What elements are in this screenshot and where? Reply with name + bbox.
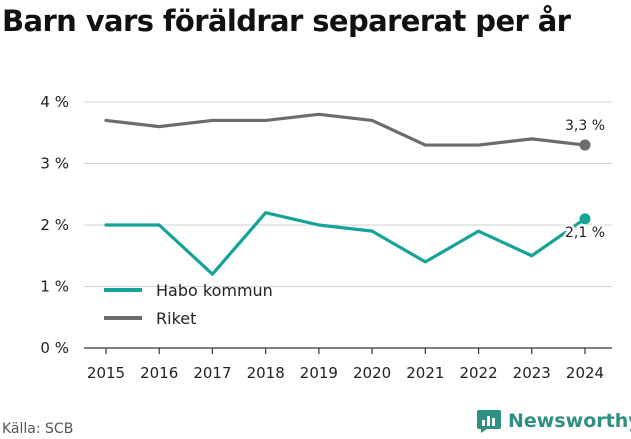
- x-tick-label: 2016: [140, 364, 178, 382]
- end-point-riket: [579, 139, 591, 151]
- source-note: Källa: SCB: [2, 421, 74, 437]
- y-tick-label: 1 %: [40, 278, 69, 296]
- x-tick-label: 2023: [513, 364, 551, 382]
- x-tick-label: 2021: [406, 364, 444, 382]
- end-label-habo: 2,1 %: [565, 225, 605, 241]
- series-line-habo: [104, 211, 587, 276]
- end-point-habo: [579, 213, 591, 225]
- data-labels: 2,1 % 3,3 %: [562, 116, 607, 244]
- y-tick-label: 2 %: [40, 216, 69, 234]
- x-tick-label: 2018: [247, 364, 285, 382]
- y-tick-label: 4 %: [40, 93, 69, 111]
- y-tick-label: 3 %: [40, 155, 69, 173]
- legend: Habo kommun Riket: [104, 281, 273, 328]
- line-chart: 0 % 1 % 2 % 3 % 4 % 2015 2016 2017 2018 2019 2020 2…: [40, 93, 612, 382]
- x-tick-label: 2019: [300, 364, 338, 382]
- brand-logo: Newsworthy: [476, 408, 631, 434]
- x-tick-label: 2022: [459, 364, 497, 382]
- x-tick-label: 2015: [87, 364, 125, 382]
- axes: 0 % 1 % 2 % 3 % 4 % 2015 2016 2017 2018 2019 2020 2…: [40, 93, 612, 382]
- x-tick-label: 2020: [353, 364, 391, 382]
- gridlines: [84, 101, 612, 287]
- series-lines: [104, 112, 591, 276]
- bar-chart-speech-icon: [477, 410, 501, 433]
- series-line-riket: [104, 112, 587, 147]
- legend-label-riket: Riket: [156, 309, 196, 328]
- legend-label-habo: Habo kommun: [156, 281, 273, 300]
- brand-name: Newsworthy: [508, 410, 631, 432]
- end-label-riket: 3,3 %: [565, 118, 605, 134]
- x-tick-label: 2024: [566, 364, 604, 382]
- x-tick-label: 2017: [193, 364, 231, 382]
- y-tick-label: 0 %: [40, 339, 69, 357]
- chart-title: Barn vars föräldrar separerat per år: [2, 4, 571, 38]
